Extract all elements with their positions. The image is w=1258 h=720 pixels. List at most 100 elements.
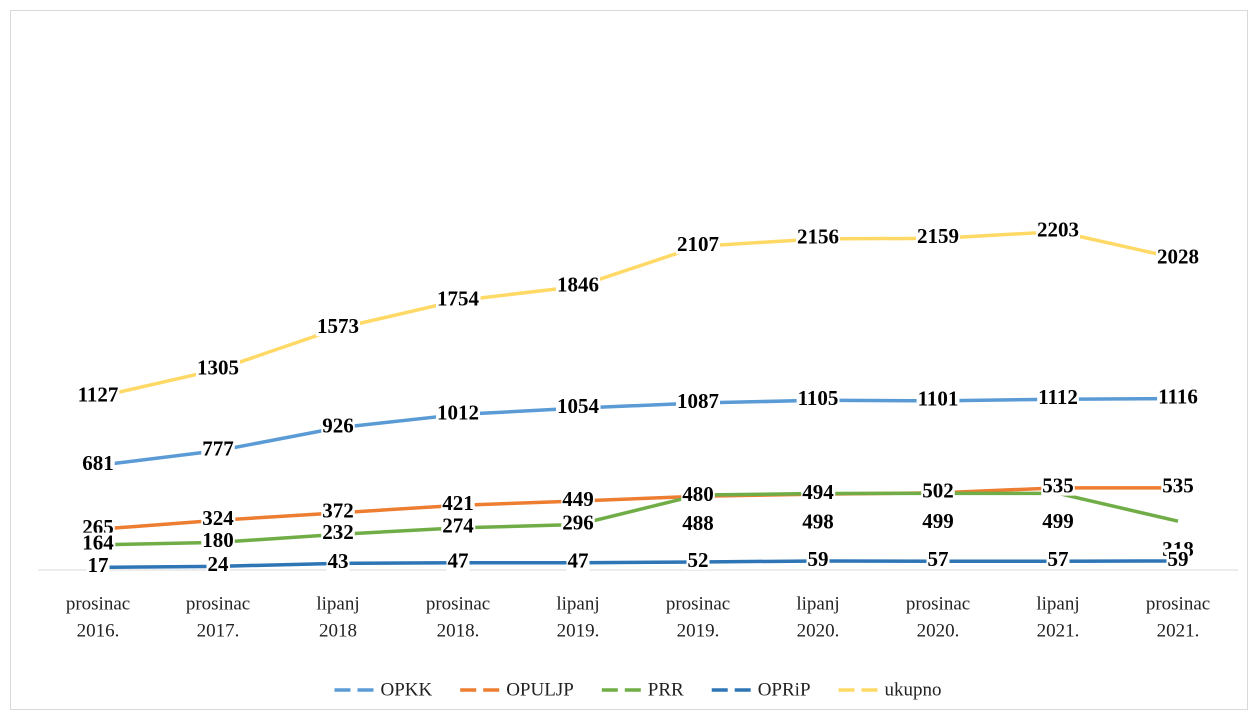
data-label-group: 1754 — [436, 286, 481, 310]
data-label: 498 — [802, 509, 834, 533]
data-label-group: 59 — [806, 547, 830, 571]
data-label: 2107 — [677, 232, 719, 256]
data-label-group: 274 — [441, 514, 476, 538]
data-label-group: 449 — [561, 487, 595, 511]
data-label-group: 296 — [561, 510, 595, 534]
legend: OPKK OPULJP PRR OPRiP ukupno — [334, 679, 942, 700]
legend-item: OPKK — [334, 679, 432, 700]
data-label: 1305 — [197, 355, 239, 379]
data-label-bg — [76, 384, 120, 405]
data-label-group: 43 — [326, 549, 350, 573]
x-tick-label: prosinac — [666, 593, 730, 614]
legend-label: ukupno — [885, 679, 942, 700]
data-label-bg — [201, 530, 235, 551]
data-label-group: 2159 — [916, 224, 960, 248]
data-label: 47 — [448, 549, 469, 573]
data-label: 47 — [568, 549, 589, 573]
x-tick-label: 2021. — [1157, 620, 1200, 641]
data-label: 1127 — [78, 383, 119, 407]
data-label: 535 — [1162, 474, 1194, 498]
series-line — [97, 396, 1179, 468]
data-label-group: 1846 — [556, 272, 600, 296]
data-label-group: 2156 — [796, 225, 840, 249]
series-line — [97, 486, 1178, 532]
data-label: 1112 — [1038, 385, 1078, 409]
data-label-bg — [1036, 219, 1080, 240]
x-tick-label: 2020. — [797, 620, 840, 641]
legend-item: PRR — [601, 679, 684, 700]
data-label-group: 180 — [201, 528, 235, 552]
data-label: 1105 — [798, 386, 839, 410]
data-label-group: 2107 — [676, 232, 720, 256]
data-label: 59 — [1168, 547, 1189, 571]
data-label: 324 — [202, 506, 234, 530]
x-tick-label: prosinac — [186, 593, 250, 614]
x-tick-label: lipanj — [796, 593, 839, 614]
data-label-group: 502 — [921, 479, 955, 503]
data-label-group: 57 — [1046, 547, 1070, 571]
data-label: 421 — [442, 491, 474, 515]
data-label-bg — [566, 550, 590, 571]
x-tick-label: 2018. — [437, 620, 480, 641]
data-label: 480 — [682, 482, 714, 506]
data-label: 1754 — [437, 286, 480, 310]
data-label: 2203 — [1037, 217, 1079, 241]
data-label: 2028 — [1157, 244, 1199, 268]
x-tick-label: prosinac — [1146, 593, 1210, 614]
data-label-bg — [81, 532, 116, 553]
series-line — [97, 491, 1179, 547]
data-label-group: 2028 — [1156, 244, 1200, 268]
data-label: 2159 — [917, 224, 959, 248]
data-label-bg — [436, 402, 480, 423]
data-label-group: 47 — [566, 549, 590, 573]
data-label: 296 — [562, 510, 594, 534]
x-tick-label: 2016. — [77, 620, 120, 641]
x-tick-label: 2020. — [917, 620, 960, 641]
x-tick-label: lipanj — [556, 593, 599, 614]
data-label: 1101 — [918, 387, 959, 411]
x-tick-label: 2021. — [1037, 620, 1080, 641]
x-tick-label: 2018 — [319, 620, 357, 641]
data-label-group: 480 — [681, 482, 715, 506]
data-label-bg — [436, 288, 481, 309]
data-label: 2156 — [797, 225, 839, 249]
data-label-group: 1012 — [436, 400, 480, 424]
data-label-bg — [561, 488, 595, 509]
data-label: 24 — [208, 552, 230, 576]
data-label-group: 2203 — [1036, 217, 1080, 241]
data-label: 274 — [442, 514, 474, 538]
legend-label: OPULJP — [506, 679, 574, 700]
data-label-bg — [321, 500, 355, 521]
data-label-bg — [681, 484, 715, 505]
data-label-group: 421 — [441, 491, 475, 515]
series-line — [97, 559, 1179, 570]
data-label-group: 47 — [446, 549, 470, 573]
data-label-bg — [801, 481, 836, 502]
data-label: 180 — [202, 528, 234, 552]
data-label: 499 — [922, 509, 954, 533]
data-label-bg — [321, 522, 355, 543]
data-label-group: 1305 — [196, 355, 240, 379]
data-label-group: 926 — [321, 414, 355, 438]
data-label-bg — [1041, 511, 1075, 532]
data-label-bg — [201, 438, 235, 459]
data-label: 502 — [922, 479, 954, 503]
data-label-bg — [556, 274, 600, 295]
data-label-group: 1127 — [76, 383, 120, 407]
data-label-group: 52 — [686, 548, 710, 572]
data-label: 535 — [1042, 474, 1074, 498]
data-label-bg — [441, 493, 475, 514]
legend-item: OPRiP — [711, 679, 811, 700]
data-label-group: 499 — [921, 509, 955, 533]
data-label-group: 499 — [1041, 509, 1075, 533]
x-tick-label: prosinac — [906, 593, 970, 614]
data-label-group: 57 — [926, 547, 950, 571]
data-label-group: 681 — [81, 451, 115, 475]
data-label-group: 232 — [321, 520, 355, 544]
data-label: 488 — [682, 511, 714, 535]
data-label-bg — [1166, 548, 1190, 569]
data-label-group: 372 — [321, 499, 355, 523]
data-label-bg — [1161, 475, 1195, 496]
data-label: 232 — [322, 520, 354, 544]
